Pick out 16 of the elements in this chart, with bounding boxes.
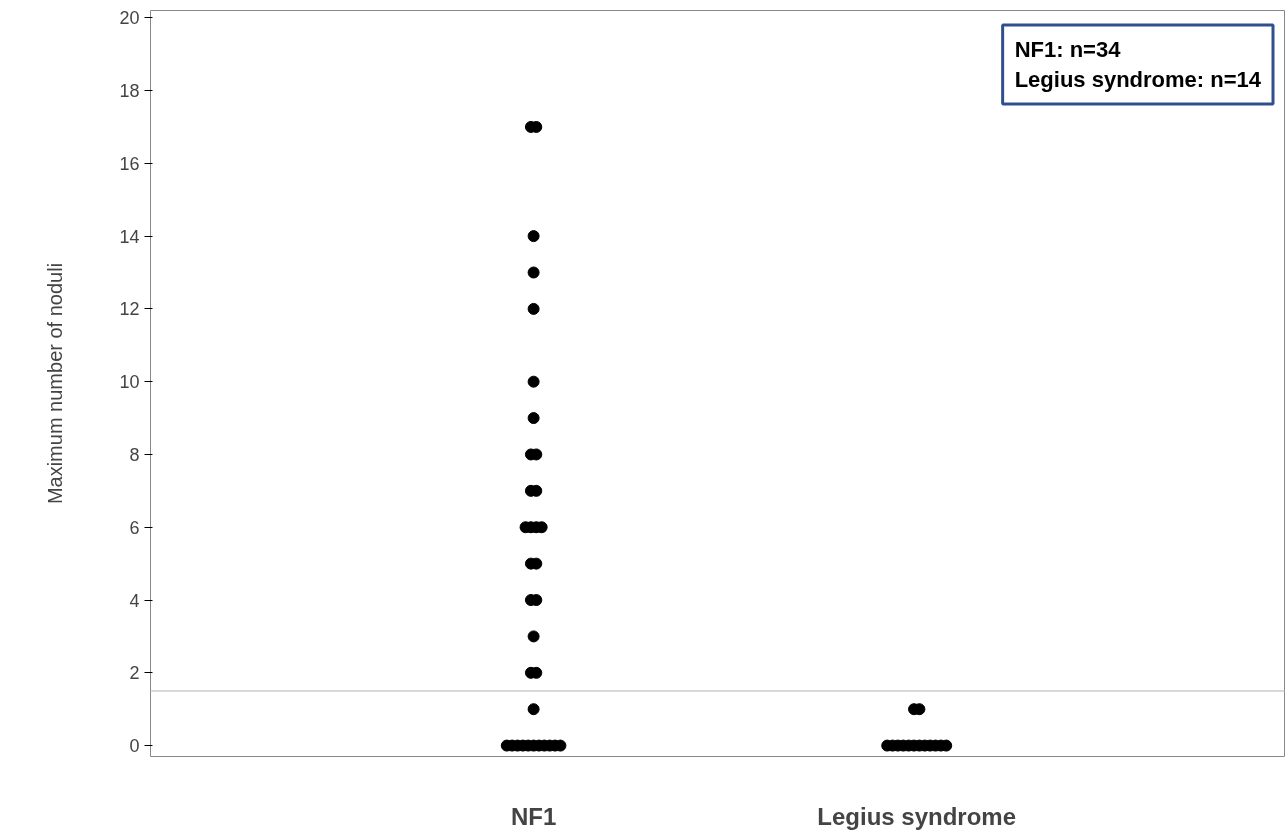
y-tick-label: 16	[119, 153, 140, 174]
y-tick-label: 4	[129, 590, 140, 611]
y-tick-label: 0	[129, 736, 140, 757]
annotation: Legius syndrome: n=14	[1014, 67, 1262, 93]
y-tick-label: 2	[129, 663, 140, 684]
y-tick-label: 10	[119, 372, 140, 393]
y-tick-label: 8	[129, 444, 140, 465]
y-tick-label: 14	[119, 226, 140, 247]
y-tick-label: 18	[119, 81, 140, 102]
y-tick-label: 6	[129, 517, 140, 538]
y-tick-label: 12	[119, 299, 140, 320]
x-tick-label: Legius syndrome	[817, 802, 1017, 830]
annotation: NF1: n=34	[1014, 37, 1122, 63]
x-tick-label: NF1	[510, 802, 557, 830]
y-tick-label: 20	[119, 8, 140, 29]
y-axis-title: Maximum number of noduli	[44, 262, 67, 505]
